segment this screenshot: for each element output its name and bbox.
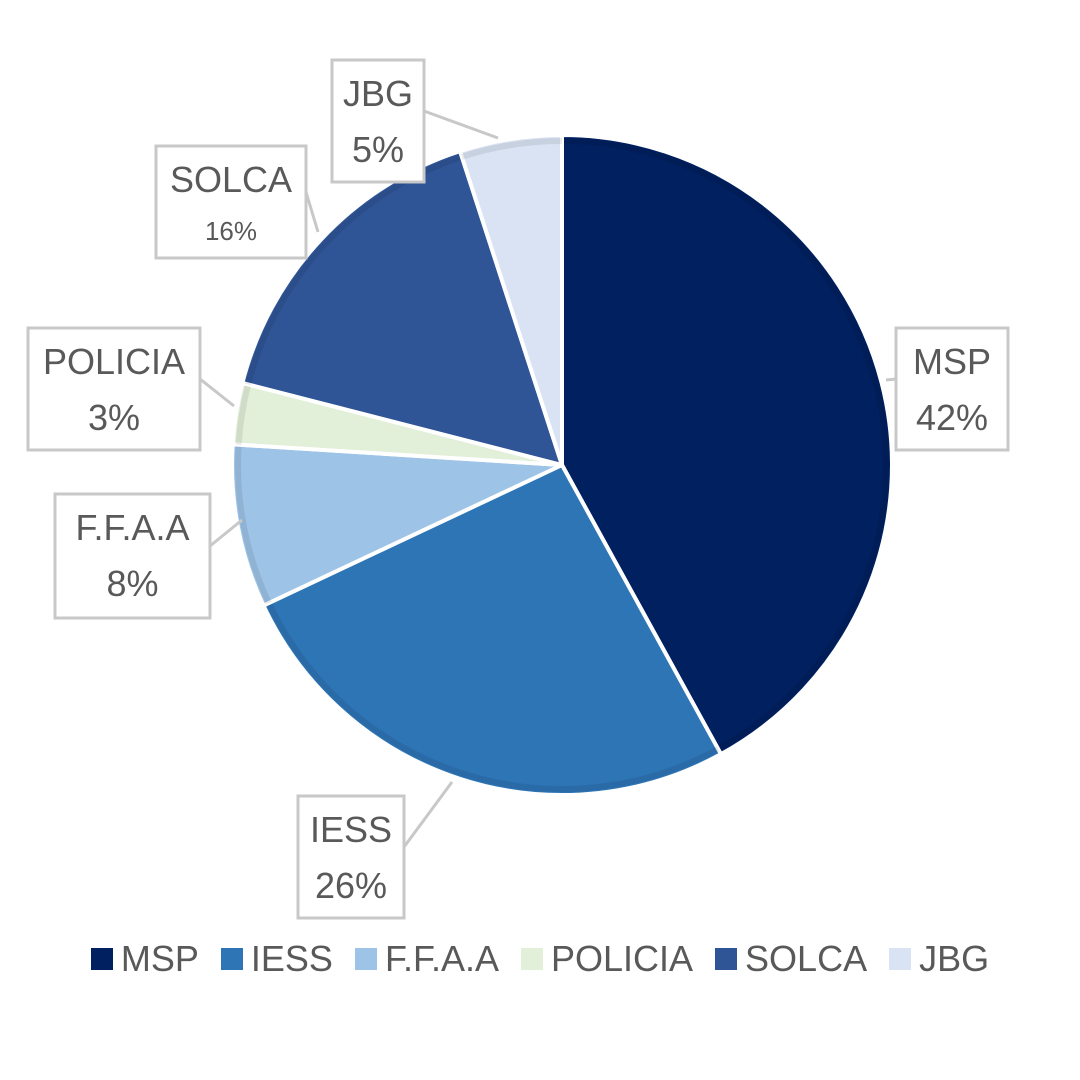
label-box-policia <box>26 326 202 452</box>
label-box-jbg <box>330 58 426 184</box>
legend-label-iess: IESS <box>250 938 333 979</box>
pie-slice-edge-iess <box>266 601 720 792</box>
legend-label-solca: SOLCA <box>745 938 868 979</box>
leader-line-jbg <box>423 109 499 140</box>
data-label-policia: POLICIA 3% <box>26 326 235 452</box>
pie-slice-msp[interactable] <box>560 133 894 757</box>
legend-swatch-ffaa <box>354 948 377 970</box>
legend-swatch-policia <box>520 948 543 970</box>
legend-label-jbg: JBG <box>919 938 990 979</box>
label-box-iess <box>296 794 406 920</box>
legend-item-ffaa[interactable]: F.F.A.A <box>354 938 499 980</box>
label-name-jbg: JBG <box>343 73 413 114</box>
pie-slice-edge-ffaa <box>235 444 272 605</box>
labels-layer: MSP 42% IESS 26% F.F.A.A 8% POLICIA 3% SOLCA 16% J… <box>26 58 1010 920</box>
legend-item-jbg[interactable]: JBG <box>889 938 989 980</box>
legend-label-msp: MSP <box>120 938 199 979</box>
leader-line-ffaa <box>209 518 243 548</box>
pie-slice-jbg[interactable] <box>458 133 564 467</box>
label-value-solca: 16% <box>205 216 257 246</box>
label-value-jbg: 5% <box>352 129 404 170</box>
legend-swatch-msp <box>90 948 113 970</box>
data-label-solca: SOLCA 16% <box>154 144 320 260</box>
legend-item-policia[interactable]: POLICIA <box>520 938 694 980</box>
pie-slice-ffaa[interactable] <box>230 442 564 608</box>
label-name-iess: IESS <box>310 809 392 850</box>
data-label-msp: MSP 42% <box>885 326 1010 452</box>
leader-line-solca <box>304 191 320 233</box>
legend-label-policia: POLICIA <box>550 938 694 979</box>
leader-line-policia <box>199 377 235 408</box>
label-box-solca <box>154 144 308 260</box>
label-value-msp: 42% <box>916 397 988 438</box>
legend-item-msp[interactable]: MSP <box>90 938 199 980</box>
label-value-ffaa: 8% <box>106 563 158 604</box>
legend-item-solca[interactable]: SOLCA <box>715 938 867 980</box>
legend-item-iess[interactable]: IESS <box>220 938 333 980</box>
pie-slice-edge-jbg <box>460 138 563 160</box>
pie-slice-solca[interactable] <box>240 149 564 467</box>
label-name-solca: SOLCA <box>170 159 292 200</box>
label-name-ffaa: F.F.A.A <box>75 507 189 548</box>
data-label-jbg: JBG 5% <box>330 58 499 184</box>
legend-swatch-jbg <box>889 948 912 970</box>
pie-slice-edge-policia <box>235 383 252 445</box>
data-label-iess: IESS 26% <box>296 781 454 920</box>
legend-swatch-solca <box>715 948 738 970</box>
label-value-policia: 3% <box>88 397 140 438</box>
label-box-msp <box>894 326 1010 452</box>
label-value-iess: 26% <box>315 865 387 906</box>
slices-layer <box>230 133 894 797</box>
label-name-msp: MSP <box>913 341 991 382</box>
label-box-ffaa <box>53 492 212 620</box>
leader-line-msp <box>885 377 897 382</box>
legend-label-ffaa: F.F.A.A <box>384 938 499 979</box>
label-name-policia: POLICIA <box>43 341 185 382</box>
legend: MSP IESS F.F.A.A POLICIA SOLCA JBG <box>0 938 1080 980</box>
pie-slice-edge-msp <box>561 138 889 752</box>
pie-slice-iess[interactable] <box>261 463 723 797</box>
data-label-ffaa: F.F.A.A 8% <box>53 492 243 620</box>
legend-swatch-iess <box>220 948 243 970</box>
leader-line-iess <box>402 781 454 848</box>
